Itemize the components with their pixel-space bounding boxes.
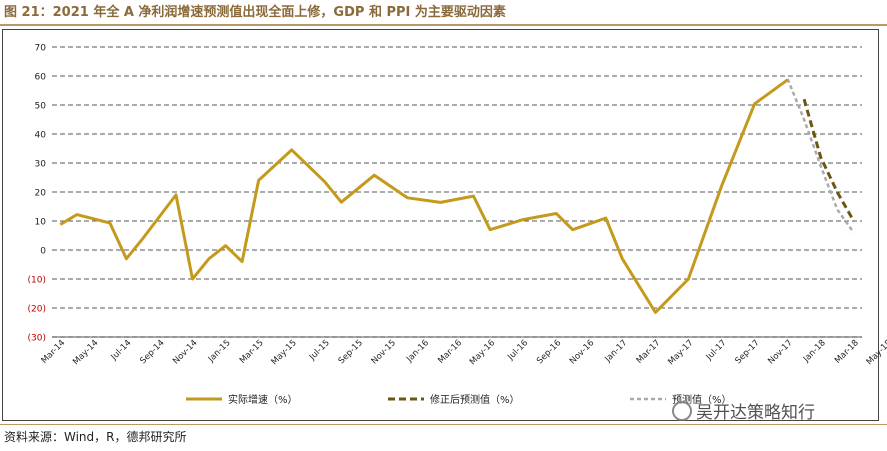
watermark-text: 吴开达策略知行: [696, 403, 815, 423]
x-tick-label: May-17: [666, 338, 695, 367]
x-tick-label: Mar-15: [238, 338, 266, 366]
y-tick-label: (10): [28, 276, 46, 286]
x-tick-label: Nov-17: [766, 338, 794, 366]
x-tick-label: Jan-18: [801, 338, 828, 365]
x-tick-label: Nov-15: [370, 338, 398, 366]
x-tick-label: Nov-16: [568, 338, 596, 366]
y-tick-label: 40: [35, 131, 47, 141]
wechat-logo-icon: [672, 400, 692, 421]
x-tick-label: May-15: [270, 338, 299, 367]
x-tick-label: Nov-14: [171, 338, 199, 366]
x-tick-label: May-14: [71, 338, 100, 367]
x-tick-label: Jan-16: [404, 338, 431, 365]
x-tick-label: Jul-14: [109, 338, 134, 363]
x-tick-label: Mar-18: [833, 338, 861, 366]
title-divider: [0, 24, 887, 26]
source-divider: [0, 424, 887, 425]
x-tick-label: Jan-17: [603, 338, 630, 365]
x-tick-label: Jul-17: [704, 338, 729, 363]
y-tick-label: 50: [35, 102, 47, 112]
y-tick-label: 20: [35, 189, 47, 199]
x-tick-label: Sep-17: [733, 338, 761, 366]
x-tick-label: Jul-16: [505, 338, 530, 363]
y-tick-label: (20): [28, 305, 46, 315]
x-tick-label: Jul-15: [307, 338, 332, 363]
y-tick-label: 10: [35, 218, 47, 228]
x-tick-label: Jan-15: [206, 338, 233, 365]
series-line-1: [802, 98, 856, 222]
x-tick-label: Sep-14: [138, 338, 166, 366]
x-tick-label: Mar-17: [635, 338, 663, 366]
source-note: 资料来源：Wind，R，德邦研究所: [4, 430, 187, 444]
x-tick-label: Sep-15: [337, 338, 365, 366]
x-tick-label: May-18: [865, 338, 887, 367]
chart-frame: [2, 29, 879, 421]
chart-title: 图 21：2021 年全 A 净利润增速预测值出现全面上修，GDP 和 PPI …: [4, 5, 506, 20]
y-tick-label: 30: [35, 160, 47, 170]
y-tick-label: 60: [35, 73, 47, 83]
x-tick-label: May-16: [468, 338, 497, 367]
series-line-0: [59, 78, 789, 314]
x-tick-label: Mar-16: [436, 338, 464, 366]
x-tick-label: Sep-16: [535, 338, 563, 366]
y-tick-label: 0: [40, 247, 46, 257]
legend-label-0: 实际增速（%）: [228, 393, 298, 406]
y-tick-label: 70: [35, 44, 47, 54]
watermark: 吴开达策略知行: [672, 398, 815, 423]
legend-label-1: 修正后预测值（%）: [430, 393, 520, 406]
y-tick-label: (30): [28, 334, 46, 344]
series-line-2: [786, 78, 855, 234]
